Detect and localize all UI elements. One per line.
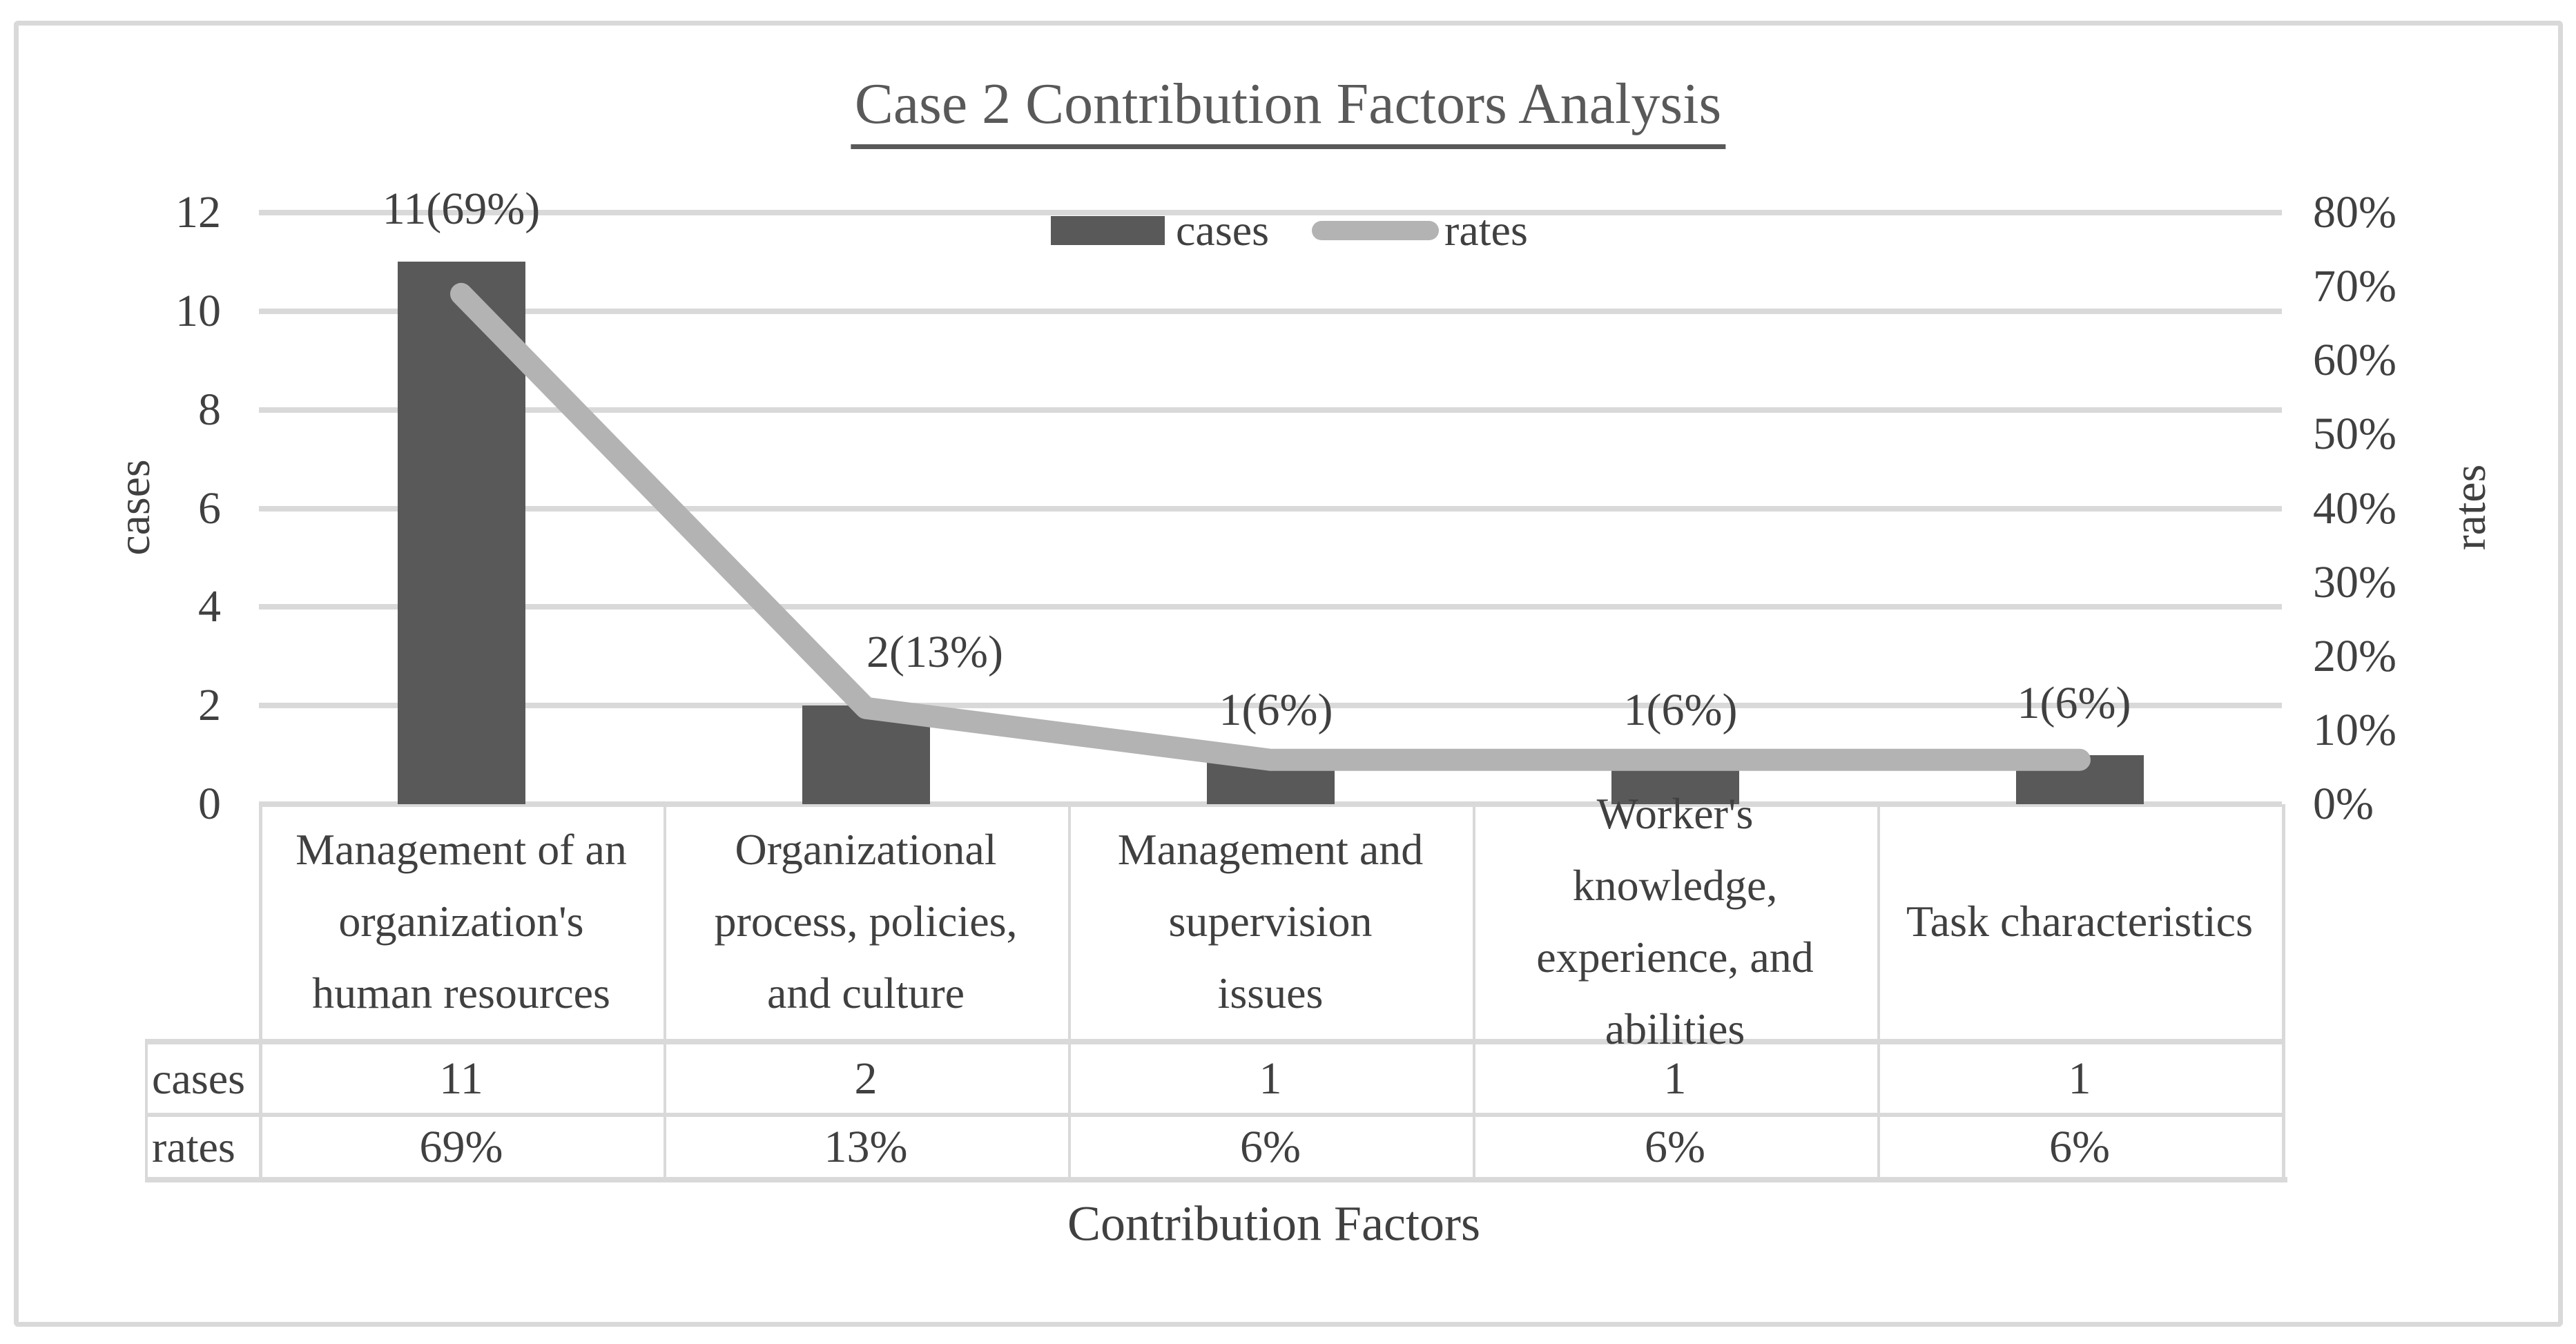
- left-tick-12: 12: [175, 187, 221, 237]
- table-cell-cases-3: 1: [1259, 1053, 1282, 1104]
- category-line: Management of an: [296, 825, 627, 874]
- category-header-5: Task characteristics: [1883, 810, 2276, 1033]
- category-line: supervision: [1168, 897, 1373, 946]
- table-cell-cases-5: 1: [2068, 1053, 2091, 1104]
- table-border-h-header-bottom: [145, 1039, 2282, 1044]
- table-border-v-2: [1068, 804, 1071, 1182]
- right-tick-50%: 50%: [2313, 409, 2396, 460]
- gridline: [259, 210, 2282, 215]
- bar-swatch-icon: [1051, 216, 1165, 245]
- table-border-v-left: [145, 1039, 148, 1182]
- table-border-h-row-divider: [145, 1113, 2282, 1117]
- table-cell-rates-4: 6%: [1645, 1121, 1705, 1172]
- category-header-3: Management and supervision issues: [1074, 810, 1467, 1033]
- right-tick-80%: 80%: [2313, 187, 2396, 237]
- table-border-v-3: [1473, 804, 1475, 1182]
- table-cell-rates-3: 6%: [1240, 1121, 1301, 1172]
- category-line: experience, and: [1536, 933, 1814, 982]
- row-header-cases: cases: [152, 1053, 246, 1103]
- line-swatch-icon: [1312, 221, 1440, 240]
- right-tick-0%: 0%: [2313, 779, 2374, 829]
- left-tick-8: 8: [198, 384, 221, 435]
- table-border-v-4: [1877, 804, 1880, 1182]
- category-line: abilities: [1605, 1004, 1745, 1053]
- table-cell-cases-4: 1: [1663, 1053, 1687, 1104]
- table-border-v-1: [664, 804, 666, 1182]
- table-border-v-5: [2282, 804, 2285, 1182]
- category-header-4: Worker's knowledge, experience, and abiliti…: [1478, 789, 1872, 1053]
- gridline: [259, 407, 2282, 413]
- category-line: Management and: [1117, 825, 1424, 874]
- right-tick-10%: 10%: [2313, 704, 2396, 755]
- category-line: process, policies,: [714, 897, 1018, 946]
- left-tick-6: 6: [198, 483, 221, 534]
- category-line: Organizational: [735, 825, 997, 874]
- row-header-rates: rates: [152, 1122, 235, 1171]
- right-tick-70%: 70%: [2313, 261, 2396, 312]
- x-axis-line: [259, 801, 2282, 807]
- table-cell-rates-5: 6%: [2049, 1121, 2110, 1172]
- gridline: [259, 505, 2282, 512]
- data-label-1: 11(69%): [382, 183, 541, 234]
- table-cell-rates-2: 13%: [824, 1121, 908, 1172]
- category-line: organization's: [338, 897, 584, 946]
- left-tick-10: 10: [175, 285, 221, 336]
- right-tick-40%: 40%: [2313, 483, 2396, 534]
- category-header-2: Organizational process, policies, and cult…: [669, 810, 1063, 1033]
- gridline: [259, 703, 2282, 709]
- data-label-5: 1(6%): [2017, 677, 2131, 728]
- category-line: and culture: [766, 968, 965, 1017]
- table-border-h-bottom: [145, 1177, 2287, 1182]
- right-tick-60%: 60%: [2313, 335, 2396, 386]
- right-tick-30%: 30%: [2313, 556, 2396, 607]
- gridline: [259, 308, 2282, 314]
- chart-title: Case 2 Contribution Factors Analysis: [850, 70, 1726, 149]
- left-tick-0: 0: [198, 779, 221, 829]
- table-cell-cases-2: 2: [854, 1053, 878, 1104]
- category-header-1: Management of an organization's human reso…: [264, 810, 658, 1033]
- table-border-v-0: [259, 804, 262, 1182]
- gridline: [259, 604, 2282, 610]
- left-tick-4: 4: [198, 581, 221, 632]
- table-cell-cases-1: 11: [439, 1053, 483, 1104]
- data-label-3: 1(6%): [1219, 684, 1333, 735]
- category-line: human resources: [312, 968, 610, 1017]
- category-line: Worker's: [1596, 789, 1754, 838]
- rates-polyline: [450, 282, 2091, 771]
- left-tick-2: 2: [198, 680, 221, 731]
- right-tick-20%: 20%: [2313, 630, 2396, 681]
- category-line: issues: [1217, 968, 1324, 1017]
- data-label-2: 2(13%): [866, 626, 1003, 677]
- right-axis-title: rates: [2445, 464, 2495, 551]
- plot-area: [259, 210, 2282, 807]
- x-axis-title: Contribution Factors: [1067, 1196, 1480, 1252]
- rates-line: [450, 282, 2091, 771]
- category-line: knowledge,: [1572, 861, 1778, 910]
- table-cell-rates-1: 69%: [419, 1121, 503, 1172]
- category-line: Task characteristics: [1906, 897, 2253, 946]
- data-label-4: 1(6%): [1623, 684, 1738, 735]
